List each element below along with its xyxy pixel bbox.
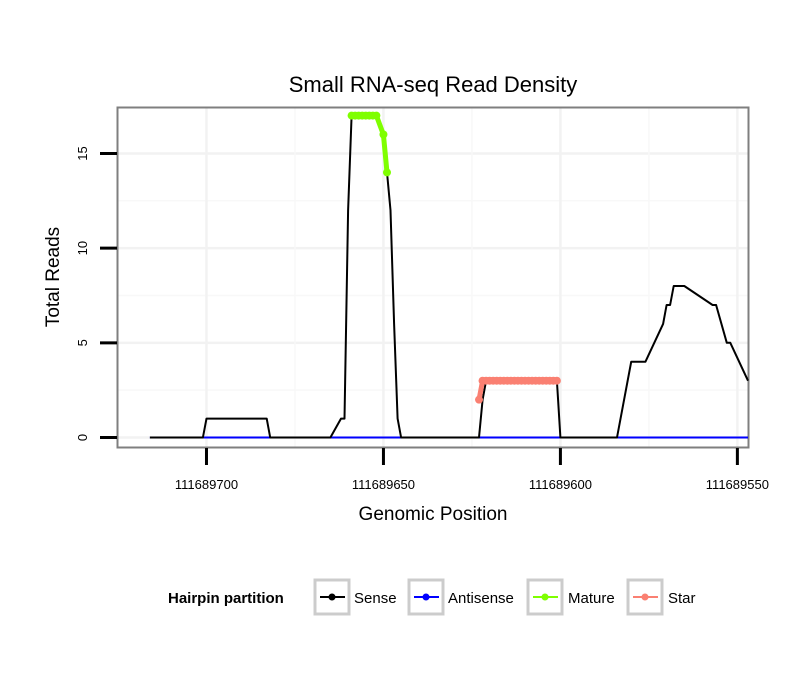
y-tick-label: 15	[75, 146, 90, 160]
chart-title: Small RNA-seq Read Density	[289, 72, 578, 97]
legend-key-point-sense	[328, 593, 336, 601]
series-layer	[149, 111, 749, 439]
data-point-star	[475, 395, 484, 404]
legend-key-point-antisense	[422, 593, 430, 601]
legend: Hairpin partition Sense Antisense Mature…	[168, 578, 696, 616]
legend-label-mature: Mature	[568, 590, 615, 607]
y-tick-label: 0	[75, 434, 90, 441]
plot-panel-border	[116, 106, 750, 449]
x-tick-label: 111689650	[352, 477, 415, 492]
series-line-sense	[149, 114, 749, 439]
y-tick-label: 5	[75, 339, 90, 346]
y-tick-label: 10	[75, 241, 90, 255]
legend-label-antisense: Antisense	[448, 590, 514, 607]
legend-label-star: Star	[668, 590, 696, 607]
y-axis-title: Total Reads	[43, 227, 64, 327]
data-point-mature	[379, 130, 388, 139]
data-point-mature	[382, 168, 391, 177]
data-point-star	[552, 376, 561, 385]
x-tick-label: 111689700	[175, 477, 238, 492]
plot-background	[118, 108, 748, 447]
legend-title: Hairpin partition	[168, 590, 284, 607]
x-axis-title: Genomic Position	[359, 504, 508, 525]
y-axis: 0 5 10 15	[75, 146, 117, 441]
grid	[118, 108, 748, 447]
x-tick-label: 111689550	[706, 477, 769, 492]
legend-key-point-mature	[541, 593, 549, 601]
legend-key-point-star	[641, 593, 649, 601]
x-axis: 111689700 111689650 111689600 111689550	[175, 448, 769, 492]
legend-label-sense: Sense	[354, 590, 397, 607]
x-tick-label: 111689600	[529, 477, 592, 492]
data-point-mature	[372, 111, 381, 120]
